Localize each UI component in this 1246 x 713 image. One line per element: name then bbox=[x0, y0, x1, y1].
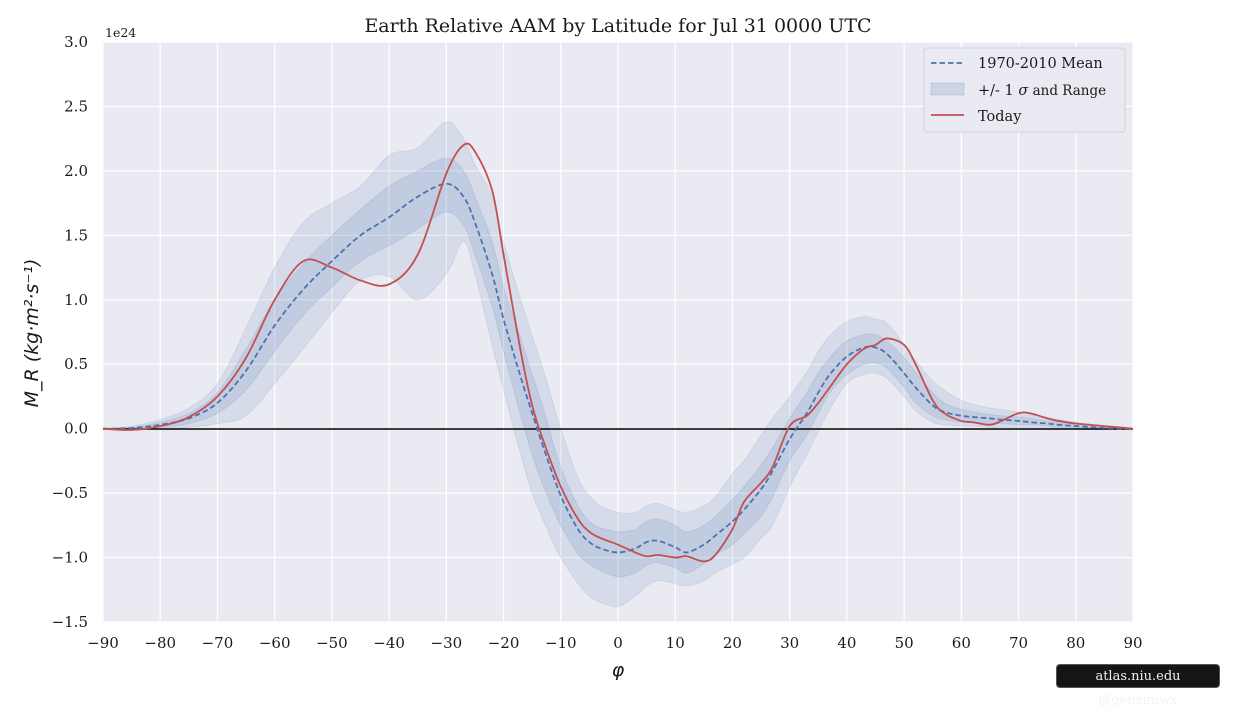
y-axis-label: M_R (kg·m²·s⁻¹) bbox=[21, 259, 43, 408]
x-tick-label: −20 bbox=[488, 634, 520, 652]
x-tick-label: −60 bbox=[259, 634, 291, 652]
y-tick-label: 2.5 bbox=[64, 97, 88, 115]
x-axis-label: φ bbox=[612, 659, 625, 681]
x-tick-label: 50 bbox=[895, 634, 914, 652]
x-tick-label: 70 bbox=[1009, 634, 1028, 652]
x-tick-label: −90 bbox=[87, 634, 119, 652]
legend: 1970-2010 Mean +/- 1 σ and Range Today bbox=[923, 47, 1126, 133]
x-tick-label: 0 bbox=[613, 634, 623, 652]
x-tick-label: 30 bbox=[780, 634, 799, 652]
x-tick-label: −50 bbox=[316, 634, 348, 652]
legend-today-label: Today bbox=[978, 109, 1022, 125]
legend-band-suffix: and Range bbox=[1028, 83, 1106, 99]
legend-band-sigma: σ bbox=[1018, 83, 1029, 99]
y-tick-label: 0.5 bbox=[64, 355, 88, 373]
legend-band-prefix: +/- 1 bbox=[978, 83, 1018, 99]
y-tick-label: −1.0 bbox=[52, 549, 88, 567]
x-tick-label: −40 bbox=[373, 634, 405, 652]
legend-frame bbox=[923, 47, 1126, 133]
x-tick-label: −80 bbox=[144, 634, 176, 652]
y-tick-label: 1.5 bbox=[64, 226, 88, 244]
x-tick-label: 20 bbox=[723, 634, 742, 652]
x-tick-label: −10 bbox=[545, 634, 577, 652]
x-tick-label: −30 bbox=[431, 634, 463, 652]
mean-series-line bbox=[102, 182, 1134, 554]
legend-mean-label: 1970-2010 Mean bbox=[978, 56, 1103, 72]
legend-band-swatch bbox=[930, 82, 965, 96]
y-tick-label: −1.5 bbox=[52, 613, 88, 631]
x-tick-label: −70 bbox=[202, 634, 234, 652]
x-tick-label: 10 bbox=[666, 634, 685, 652]
y-tick-labels: −1.5 −1.0 −0.5 0.0 0.5 1.0 1.5 2.0 2.5 3.0 bbox=[52, 33, 88, 631]
grid-lines bbox=[102, 41, 1134, 623]
x-tick-label: 40 bbox=[837, 634, 856, 652]
chart-title: Earth Relative AAM by Latitude for Jul 3… bbox=[364, 15, 871, 37]
y-offset-label: 1e24 bbox=[105, 25, 136, 40]
x-tick-label: 80 bbox=[1066, 634, 1085, 652]
credit-badge: atlas.niu.edu @gensiniwx bbox=[1056, 664, 1220, 708]
y-tick-label: 2.0 bbox=[64, 162, 88, 180]
legend-band-label: +/- 1 σ and Range bbox=[978, 83, 1106, 99]
y-tick-label: 0.0 bbox=[64, 420, 88, 438]
x-tick-labels: −90 −80 −70 −60 −50 −40 −30 −20 −10 0 10 20 30 40 50 60… bbox=[87, 634, 1142, 652]
y-tick-label: 1.0 bbox=[64, 291, 88, 309]
y-tick-label: −0.5 bbox=[52, 484, 88, 502]
y-tick-label: 3.0 bbox=[64, 33, 88, 51]
today-series-line bbox=[102, 142, 1134, 563]
x-tick-label: 90 bbox=[1123, 634, 1142, 652]
x-tick-label: 60 bbox=[952, 634, 971, 652]
